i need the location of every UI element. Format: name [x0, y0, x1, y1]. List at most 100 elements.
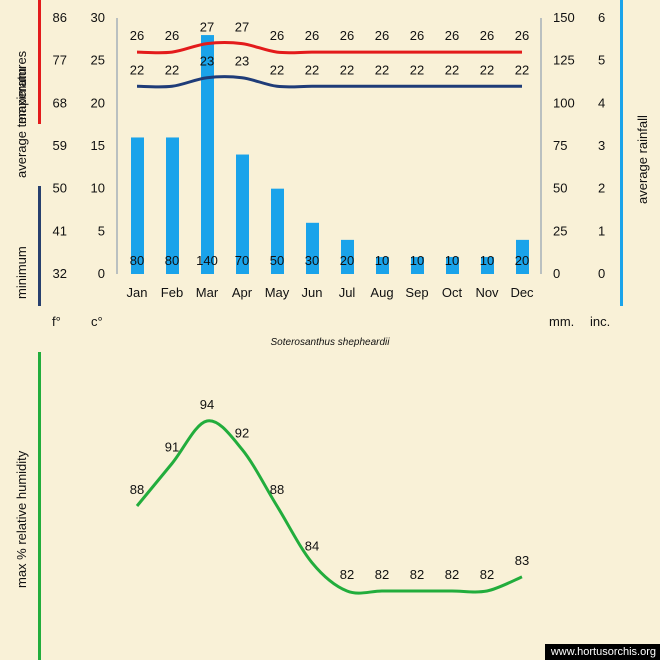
temp-value: 27	[200, 20, 214, 35]
humidity-value: 91	[165, 440, 179, 455]
rain-value: 70	[235, 253, 249, 268]
rain-value: 30	[305, 253, 319, 268]
tick-f: 41	[53, 223, 67, 238]
month-label: Aug	[370, 285, 393, 300]
tick-inch: 1	[598, 223, 605, 238]
tick-f: 68	[53, 95, 67, 110]
tick-inch: 3	[598, 138, 605, 153]
tick-f: 59	[53, 138, 67, 153]
rain-bar	[341, 239, 354, 274]
temp-value: 27	[235, 20, 249, 35]
temp-value: 26	[480, 28, 494, 43]
temp-value: 26	[445, 28, 459, 43]
rain-value: 140	[196, 253, 218, 268]
label-minimum: minimum	[14, 246, 29, 299]
month-label: Jul	[339, 285, 356, 300]
tick-c: 10	[91, 181, 105, 196]
min-temp-line	[136, 75, 522, 89]
rain-value: 80	[165, 253, 179, 268]
chart-title: Soterosanthus shepheardii	[271, 337, 391, 348]
month-label: Dec	[510, 285, 534, 300]
month-label: Jun	[302, 285, 323, 300]
humidity-value: 94	[200, 397, 214, 412]
temp-value: 22	[515, 62, 529, 77]
label-maximum: maximum	[14, 68, 29, 124]
temp-value: 22	[305, 62, 319, 77]
tick-inch: 5	[598, 53, 605, 68]
tick-mm: 0	[553, 266, 560, 281]
tick-inch: 4	[598, 95, 605, 110]
temp-value: 26	[130, 28, 144, 43]
credit[interactable]: www.hortusorchis.org	[544, 644, 660, 660]
tick-mm: 50	[553, 181, 567, 196]
humidity-value: 84	[305, 539, 319, 554]
tick-mm: 125	[553, 53, 575, 68]
tick-c: 5	[98, 223, 105, 238]
temp-value: 26	[270, 28, 284, 43]
month-label: Oct	[442, 285, 463, 300]
rain-value: 80	[130, 253, 144, 268]
humidity-value: 82	[480, 567, 494, 582]
month-label: Jan	[127, 285, 148, 300]
temp-value: 22	[340, 62, 354, 77]
unit-fahrenheit: f°	[52, 314, 61, 329]
unit-inch: inc.	[590, 314, 610, 329]
tick-inch: 0	[598, 266, 605, 281]
month-label: Mar	[196, 285, 219, 300]
tick-inch: 2	[598, 181, 605, 196]
month-label: Apr	[232, 285, 253, 300]
humidity-value: 83	[515, 553, 529, 568]
rain-value: 20	[515, 253, 529, 268]
min-axis-bar	[38, 186, 41, 306]
month-label: May	[265, 285, 290, 300]
tick-mm: 100	[553, 95, 575, 110]
humidity-line	[135, 419, 523, 595]
tick-inch: 6	[598, 10, 605, 25]
tick-c: 25	[91, 53, 105, 68]
humidity-value: 82	[375, 567, 389, 582]
humidity-value: 92	[235, 425, 249, 440]
humidity-value: 88	[130, 482, 144, 497]
tick-c: 20	[91, 95, 105, 110]
temp-value: 23	[235, 54, 249, 69]
label-average-temperatures: average temperatures	[14, 50, 29, 178]
humidity-value: 82	[445, 567, 459, 582]
rain-bar	[481, 256, 494, 274]
tick-mm: 150	[553, 10, 575, 25]
label-humidity: max % relative humidity	[14, 450, 29, 588]
tick-c: 0	[98, 266, 105, 281]
rain-bar	[376, 256, 389, 274]
rain-value: 10	[445, 253, 459, 268]
temp-value: 26	[375, 28, 389, 43]
temp-value: 22	[165, 62, 179, 77]
rain-value: 10	[480, 253, 494, 268]
tick-f: 32	[53, 266, 67, 281]
month-label: Sep	[405, 285, 428, 300]
rain-axis-bar	[620, 0, 623, 306]
rain-bar	[411, 256, 424, 274]
label-average-rainfall: average rainfall	[635, 115, 650, 204]
tick-c: 30	[91, 10, 105, 25]
temp-value: 22	[375, 62, 389, 77]
rain-bar	[166, 137, 179, 274]
tick-mm: 25	[553, 223, 567, 238]
temp-value: 22	[445, 62, 459, 77]
month-label: Feb	[161, 285, 183, 300]
tick-c: 15	[91, 138, 105, 153]
rain-bar	[236, 154, 249, 274]
rain-bar	[306, 222, 319, 274]
temp-value: 22	[480, 62, 494, 77]
max-axis-bar	[38, 0, 41, 124]
temp-value: 26	[165, 28, 179, 43]
temp-value: 26	[410, 28, 424, 43]
humidity-axis-bar	[38, 352, 41, 660]
humidity-value: 82	[410, 567, 424, 582]
temp-value: 26	[515, 28, 529, 43]
temp-value: 22	[270, 62, 284, 77]
rain-bar	[446, 256, 459, 274]
temp-value: 22	[130, 62, 144, 77]
unit-celsius: c°	[91, 314, 103, 329]
tick-mm: 75	[553, 138, 567, 153]
month-label: Nov	[475, 285, 499, 300]
